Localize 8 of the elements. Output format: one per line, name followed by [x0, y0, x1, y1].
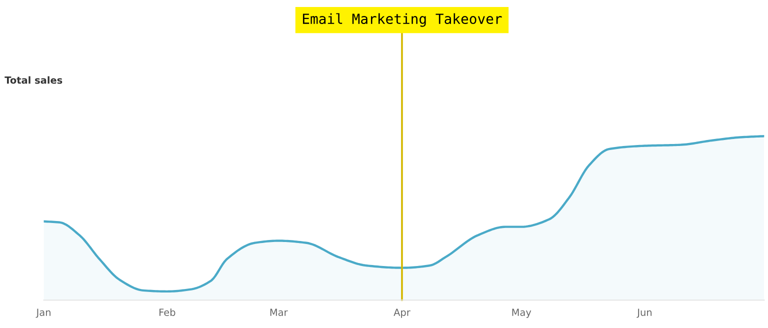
ref-line-label: Email Marketing Takeover: [302, 13, 502, 27]
x-tick-label: Feb: [160, 308, 176, 316]
x-tick-label: Jun: [636, 308, 652, 318]
x-tick-label: Mar: [270, 308, 288, 316]
x-tick-label: Jan: [36, 308, 50, 318]
text: Total sales: [4, 76, 62, 84]
x-tick-label: Apr: [394, 308, 410, 318]
x-tick-label: May: [512, 308, 532, 318]
